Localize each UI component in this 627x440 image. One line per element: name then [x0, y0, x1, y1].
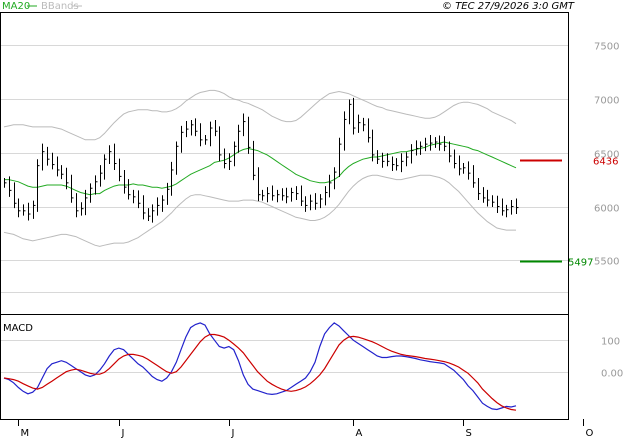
macd-y-tick-label: 0.00 — [601, 369, 623, 380]
macd-title: MACD — [3, 323, 33, 334]
x-tick-label: A — [356, 428, 363, 439]
ma20-legend: MA20 — [2, 1, 30, 12]
signal-line — [3, 333, 517, 411]
x-tick-label: J — [231, 428, 235, 439]
price-y-tick-label: 6000 — [594, 204, 619, 215]
bbands-upper-line — [3, 89, 517, 141]
resistance-label: 6436 — [593, 157, 618, 168]
price-y-tick-label: 7500 — [594, 42, 619, 53]
price-y-tick-label: 5500 — [594, 257, 619, 268]
x-tick-label: S — [466, 428, 472, 439]
x-tick-label: M — [21, 428, 30, 439]
macd-line — [3, 322, 517, 411]
macd-series — [3, 322, 517, 411]
support-label: 5497 — [568, 258, 593, 269]
bbands-legend: BBands — [41, 1, 79, 12]
x-tick-label: J — [121, 428, 125, 439]
x-tick-label: O — [586, 428, 594, 439]
timestamp: © TEC 27/9/2026 3:0 GMT — [442, 1, 575, 12]
price-y-tick-label: 6500 — [594, 150, 619, 161]
bbands-lower-line — [3, 174, 516, 247]
macd-grid: 100 0.00 — [1, 337, 623, 380]
support-resistance-levels: 6436 5497 — [520, 157, 618, 269]
macd-panel-frame — [0, 314, 569, 420]
price-grid: 7500 7000 6500 6000 5500 — [1, 42, 619, 293]
price-bars — [4, 97, 519, 223]
price-y-tick-label: 7000 — [594, 96, 619, 107]
price-panel-frame — [0, 12, 569, 315]
macd-y-tick-label: 100 — [601, 337, 620, 348]
bollinger-bands — [3, 89, 517, 247]
